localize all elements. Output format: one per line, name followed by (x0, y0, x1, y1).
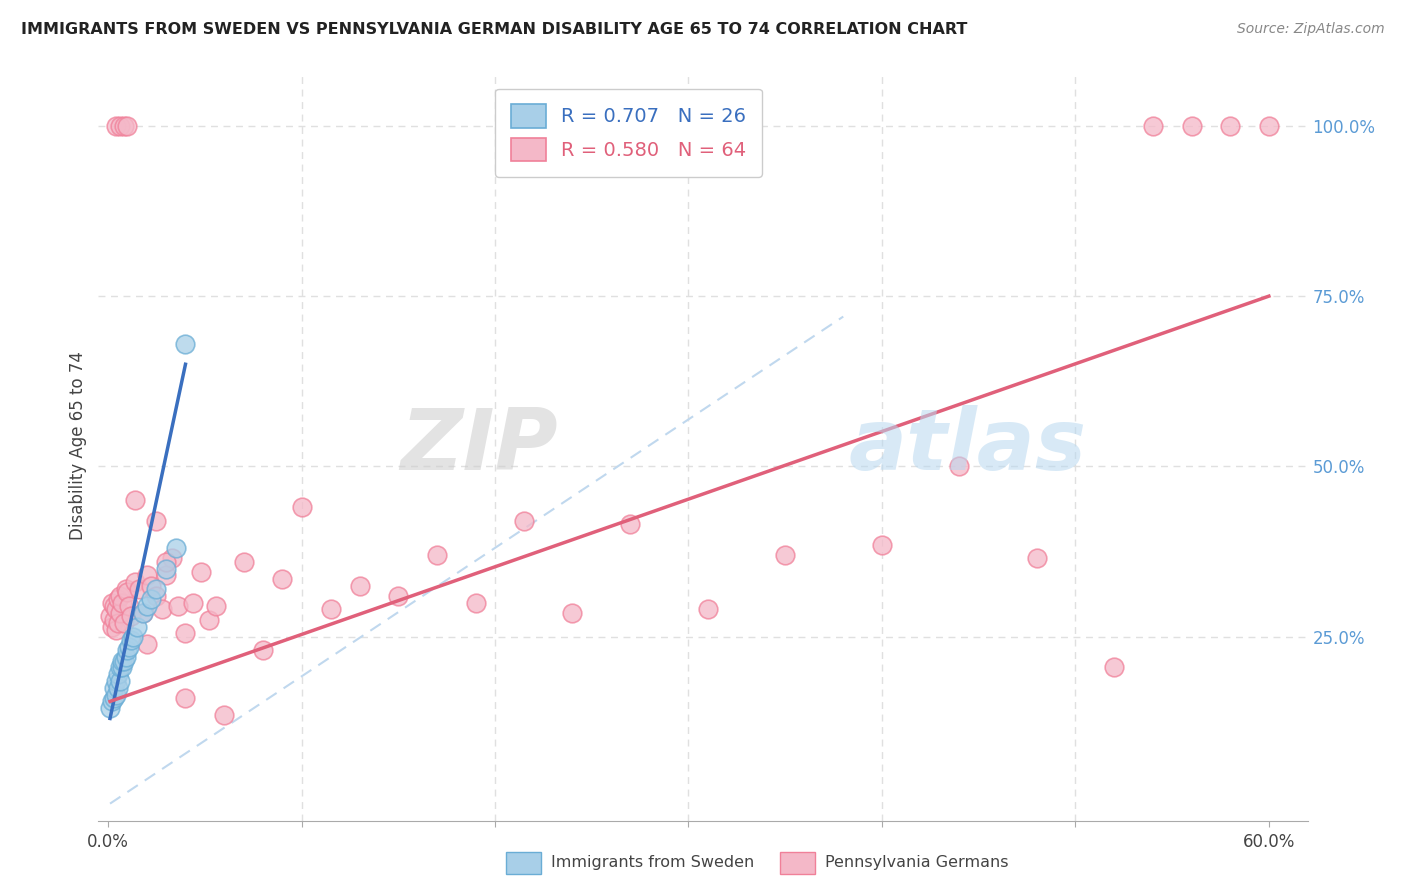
Point (513, 514, 536, 528)
Point (135, 568, 157, 582)
Text: Source: ZipAtlas.com: Source: ZipAtlas.com (1237, 22, 1385, 37)
Point (870, 538, 893, 552)
Point (696, 602, 718, 616)
Point (103, 613, 125, 627)
Point (155, 561, 177, 575)
Text: IMMIGRANTS FROM SWEDEN VS PENNSYLVANIA GERMAN DISABILITY AGE 65 TO 74 CORRELATIO: IMMIGRANTS FROM SWEDEN VS PENNSYLVANIA G… (21, 22, 967, 37)
Point (118, 640, 141, 654)
Point (104, 119, 127, 133)
Point (104, 602, 127, 616)
Point (1142, 119, 1164, 133)
Point (165, 541, 187, 556)
Point (98, 701, 121, 715)
Point (107, 616, 129, 631)
Point (1257, 119, 1279, 133)
Point (108, 673, 131, 688)
Point (103, 681, 125, 695)
Point (561, 606, 583, 620)
Point (120, 633, 142, 648)
Point (271, 572, 294, 586)
Point (107, 667, 129, 681)
Point (107, 592, 129, 607)
Point (122, 630, 145, 644)
Point (135, 599, 157, 613)
Point (349, 579, 371, 593)
Text: Immigrants from Sweden: Immigrants from Sweden (551, 855, 755, 870)
Point (128, 582, 150, 596)
Point (174, 691, 197, 706)
Point (155, 555, 177, 569)
Point (117, 643, 139, 657)
Point (197, 613, 219, 627)
Point (112, 616, 135, 631)
Point (101, 619, 124, 633)
Point (104, 688, 127, 702)
Point (104, 673, 127, 688)
Point (132, 606, 155, 620)
Point (101, 694, 124, 708)
Point (108, 119, 131, 133)
Point (948, 459, 970, 474)
Point (117, 119, 139, 133)
Point (118, 599, 141, 613)
Point (108, 660, 131, 674)
Point (112, 654, 135, 668)
Point (108, 606, 131, 620)
Legend: R = 0.707   N = 26, R = 0.580   N = 64: R = 0.707 N = 26, R = 0.580 N = 64 (495, 88, 762, 177)
Point (181, 596, 204, 610)
Point (464, 596, 486, 610)
Point (112, 119, 135, 133)
Point (120, 609, 142, 624)
Point (166, 599, 188, 613)
Point (426, 548, 449, 562)
Point (1025, 551, 1047, 566)
Point (155, 568, 177, 582)
Point (773, 548, 796, 562)
Point (205, 599, 228, 613)
Point (160, 551, 183, 566)
Text: ZIP: ZIP (401, 404, 558, 488)
Point (387, 589, 409, 603)
Point (127, 619, 149, 633)
Point (117, 585, 139, 599)
Text: atlas: atlas (848, 404, 1087, 488)
Point (252, 643, 274, 657)
Y-axis label: Disability Age 65 to 74: Disability Age 65 to 74 (69, 351, 87, 541)
Point (114, 582, 136, 596)
Point (139, 579, 162, 593)
Point (111, 596, 134, 610)
Point (111, 660, 134, 674)
Point (101, 596, 124, 610)
Point (114, 650, 136, 665)
Point (145, 589, 167, 603)
Point (104, 623, 127, 637)
Point (619, 517, 641, 532)
Point (319, 602, 342, 616)
Point (174, 336, 197, 351)
Point (111, 654, 134, 668)
Point (290, 500, 312, 515)
Point (190, 565, 212, 579)
Point (103, 691, 125, 706)
Point (150, 602, 173, 616)
Point (232, 555, 254, 569)
Point (98, 609, 121, 624)
Point (1102, 660, 1125, 674)
Point (107, 681, 129, 695)
Point (103, 599, 125, 613)
Text: Pennsylvania Germans: Pennsylvania Germans (825, 855, 1010, 870)
Point (145, 582, 167, 596)
Point (124, 493, 146, 508)
Point (132, 606, 155, 620)
Point (108, 589, 131, 603)
Point (212, 708, 235, 723)
Point (174, 626, 197, 640)
Point (124, 575, 146, 590)
Point (1219, 119, 1241, 133)
Point (139, 592, 162, 607)
Point (1180, 119, 1202, 133)
Point (145, 514, 167, 528)
Point (135, 636, 157, 650)
